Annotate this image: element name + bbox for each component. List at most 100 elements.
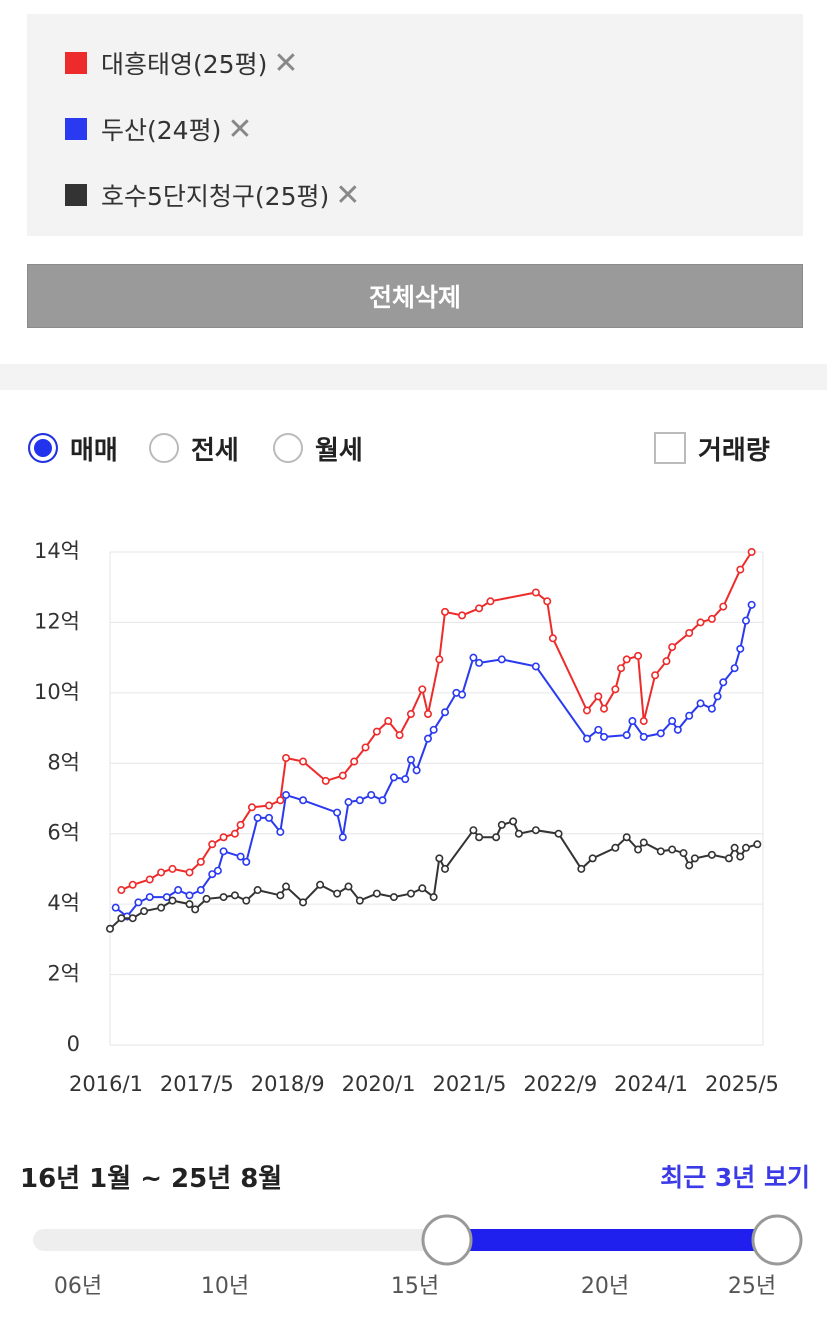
- data-point: [253, 886, 262, 895]
- slider-handle[interactable]: [421, 1214, 473, 1266]
- data-point: [316, 880, 325, 889]
- data-point: [276, 891, 285, 900]
- data-point: [736, 852, 745, 861]
- delete-all-button[interactable]: 전체삭제: [27, 264, 803, 328]
- data-point: [577, 864, 586, 873]
- period-range: 16년 1월 ~ 25년 8월: [20, 1164, 283, 1194]
- data-point: [418, 685, 427, 694]
- series-line: [115, 604, 753, 918]
- data-point: [588, 854, 597, 863]
- data-point: [412, 766, 421, 775]
- radio-option[interactable]: 월세: [273, 428, 363, 468]
- data-point: [514, 829, 523, 838]
- data-point: [594, 725, 603, 734]
- radio-option[interactable]: 전세: [149, 428, 239, 468]
- data-point: [531, 826, 540, 835]
- data-point: [611, 843, 620, 852]
- radio-option[interactable]: 매매: [28, 428, 118, 468]
- data-point: [719, 678, 728, 687]
- y-tick-label: 4억: [47, 891, 80, 915]
- data-point: [622, 655, 631, 664]
- legend-label: 대흥태영(25평): [101, 50, 268, 79]
- data-point: [741, 616, 750, 625]
- x-tick-label: 2018/9: [251, 1072, 325, 1096]
- legend-swatch: [65, 118, 87, 140]
- radio-selected: [28, 433, 58, 463]
- data-point: [202, 894, 211, 903]
- legend-label: 호수5단지청구(25평): [101, 182, 330, 211]
- data-point: [219, 833, 228, 842]
- slider-tick-label: 06년: [54, 1274, 102, 1299]
- legend-item: 대흥태영(25평) ✕: [65, 43, 298, 83]
- data-point: [696, 699, 705, 708]
- data-point: [276, 827, 285, 836]
- data-point: [690, 854, 699, 863]
- series-line: [109, 820, 758, 930]
- data-point: [372, 727, 381, 736]
- slider-tick-label: 25년: [728, 1274, 776, 1299]
- remove-icon[interactable]: ✕: [335, 177, 361, 213]
- remove-icon[interactable]: ✕: [273, 45, 299, 81]
- data-point: [435, 655, 444, 664]
- data-point: [668, 643, 677, 652]
- data-point: [497, 655, 506, 664]
- data-point: [134, 898, 143, 907]
- data-point: [685, 861, 694, 870]
- data-point: [662, 657, 671, 666]
- data-point: [406, 755, 415, 764]
- slider-handle[interactable]: [751, 1214, 803, 1266]
- data-point: [548, 634, 557, 643]
- data-point: [401, 775, 410, 784]
- data-point: [372, 889, 381, 898]
- data-point: [264, 813, 273, 822]
- data-point: [117, 886, 126, 895]
- data-point: [196, 857, 205, 866]
- data-point: [639, 717, 648, 726]
- data-point: [736, 565, 745, 574]
- data-point: [367, 790, 376, 799]
- data-point: [157, 868, 166, 877]
- recent-link[interactable]: 최근 3년 보기: [660, 1163, 810, 1192]
- legend-label: 두산(24평): [101, 116, 222, 145]
- data-point: [747, 547, 756, 556]
- data-point: [554, 829, 563, 838]
- data-point: [242, 896, 251, 905]
- volume-checkbox[interactable]: 거래량: [654, 428, 770, 468]
- data-point: [668, 845, 677, 854]
- data-point: [111, 903, 120, 912]
- data-point: [696, 618, 705, 627]
- legend-swatch: [65, 52, 87, 74]
- data-point: [679, 849, 688, 858]
- remove-icon[interactable]: ✕: [227, 111, 253, 147]
- legend-item: 호수5단지청구(25평) ✕: [65, 175, 360, 215]
- y-tick-label: 10억: [34, 680, 80, 704]
- data-point: [429, 893, 438, 902]
- data-point: [475, 658, 484, 667]
- data-point: [185, 900, 194, 909]
- data-point: [469, 826, 478, 835]
- data-point: [378, 796, 387, 805]
- data-point: [475, 833, 484, 842]
- radio-label: 월세: [315, 435, 363, 466]
- data-point: [736, 644, 745, 653]
- data-point: [299, 898, 308, 907]
- data-point: [242, 857, 251, 866]
- data-point: [219, 893, 228, 902]
- data-point: [469, 653, 478, 662]
- checkbox: [654, 432, 686, 464]
- data-point: [730, 664, 739, 673]
- legend-item: 두산(24평) ✕: [65, 109, 252, 149]
- data-point: [213, 866, 222, 875]
- data-point: [299, 757, 308, 766]
- radio-label: 매매: [70, 435, 118, 466]
- data-point: [531, 662, 540, 671]
- slider-tick-label: 20년: [581, 1274, 629, 1299]
- data-point: [441, 708, 450, 717]
- data-point: [611, 685, 620, 694]
- data-point: [299, 796, 308, 805]
- data-point: [355, 796, 364, 805]
- data-point: [162, 893, 171, 902]
- period-slider: 06년 10년 15년 20년 25년: [33, 1214, 803, 1299]
- data-point: [389, 773, 398, 782]
